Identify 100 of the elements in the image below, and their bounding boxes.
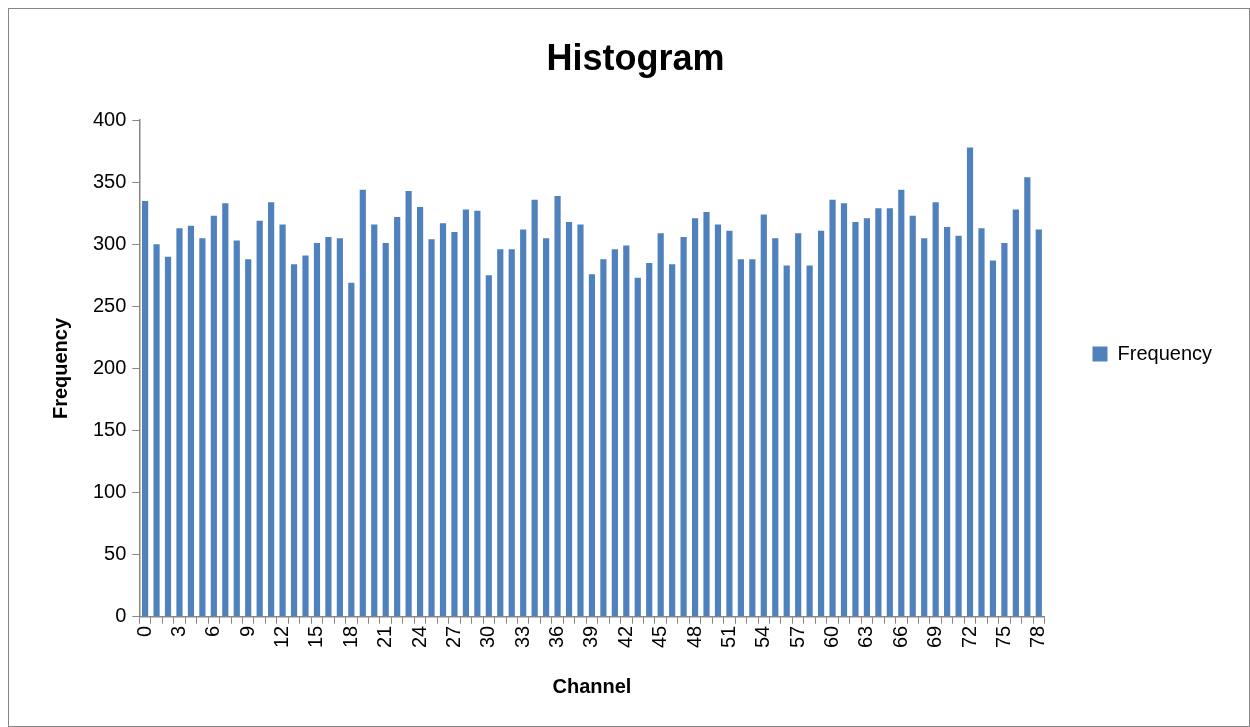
bar: [806, 265, 813, 617]
bar: [680, 236, 687, 617]
bar: [623, 245, 630, 617]
bar: [359, 189, 366, 617]
bar: [726, 230, 733, 617]
bar: [703, 212, 710, 617]
bar: [394, 217, 401, 617]
bar: [416, 207, 424, 617]
bar: [760, 214, 767, 617]
bar: [588, 274, 596, 617]
bar: [978, 228, 985, 617]
bar: [543, 238, 550, 617]
x-tick-label: 63: [854, 625, 877, 648]
bar: [852, 221, 859, 617]
bar: [989, 260, 997, 617]
bar: [944, 226, 951, 617]
x-tick-label: 15: [304, 625, 327, 648]
bar: [302, 255, 309, 617]
bar: [634, 277, 641, 617]
y-tick-label: 50: [104, 542, 127, 565]
bar: [1024, 177, 1031, 617]
x-tick-label: 21: [373, 625, 396, 648]
bar: [199, 238, 206, 617]
bar: [691, 218, 699, 617]
bar: [268, 202, 275, 617]
x-tick-label: 12: [270, 625, 293, 648]
bar: [669, 264, 676, 617]
bar: [233, 240, 240, 617]
bar: [840, 203, 848, 617]
bar: [565, 221, 573, 617]
bar: [520, 229, 527, 617]
bar: [817, 230, 825, 617]
bar: [176, 228, 183, 617]
y-tick-label: 100: [92, 480, 127, 503]
bar: [325, 236, 332, 617]
bar: [210, 215, 217, 617]
x-tick-label: 42: [613, 625, 636, 648]
bar: [921, 238, 928, 617]
bar: [508, 249, 515, 617]
bar: [577, 224, 584, 617]
x-tick-label: 72: [957, 625, 980, 648]
x-tick-label: 39: [579, 625, 602, 648]
bar: [554, 195, 561, 617]
bar: [142, 200, 149, 617]
bar: [313, 243, 321, 617]
x-tick-label: 30: [476, 625, 499, 648]
bar: [474, 210, 481, 617]
x-tick-label: 60: [820, 625, 843, 648]
y-tick-label: 300: [92, 231, 127, 254]
y-tick-label: 350: [92, 169, 127, 192]
x-tick-label: 0: [132, 625, 155, 637]
x-tick-label: 78: [1026, 625, 1049, 648]
x-tick-label: 45: [648, 625, 671, 648]
bar: [955, 235, 962, 617]
y-tick-label: 150: [92, 418, 127, 441]
bar: [164, 256, 172, 617]
y-tick-label: 200: [92, 355, 127, 378]
bar: [795, 233, 802, 617]
x-tick-label: 75: [991, 625, 1014, 648]
x-tick-label: 6: [201, 625, 224, 637]
bar: [382, 243, 389, 617]
bar: [863, 218, 871, 617]
bar: [462, 209, 469, 617]
x-tick-label: 33: [510, 625, 533, 648]
x-tick-label: 27: [441, 625, 464, 648]
bar: [428, 239, 435, 617]
bar: [222, 203, 229, 617]
bar: [966, 147, 974, 617]
x-tick-label: 24: [407, 625, 430, 648]
bar: [657, 233, 664, 617]
x-tick-label: 3: [166, 625, 189, 637]
bar: [829, 199, 836, 617]
bar: [898, 189, 905, 617]
bar: [439, 223, 447, 617]
bar: [737, 259, 744, 617]
y-tick-label: 400: [92, 107, 127, 130]
bar: [1012, 209, 1019, 617]
bar: [1001, 243, 1008, 617]
bar: [909, 215, 916, 617]
bar: [783, 265, 790, 617]
bar: [290, 264, 298, 617]
x-tick-label: 54: [751, 625, 774, 648]
y-axis-title: Frequency: [48, 317, 71, 420]
x-tick-label: 48: [682, 625, 705, 648]
x-tick-label: 69: [923, 625, 946, 648]
bar: [531, 199, 538, 617]
x-tick-label: 57: [785, 625, 808, 648]
bar: [485, 275, 492, 617]
bar: [600, 259, 607, 617]
x-tick-label: 9: [235, 625, 258, 637]
bar: [886, 208, 893, 617]
bar: [611, 249, 618, 617]
legend-label: Frequency: [1117, 341, 1213, 364]
bar: [772, 238, 779, 617]
bar: [646, 262, 653, 617]
bar: [1035, 229, 1042, 617]
bar: [875, 208, 882, 617]
bar: [405, 190, 412, 617]
bar: [932, 202, 939, 617]
chart-title: Histogram: [546, 36, 725, 78]
